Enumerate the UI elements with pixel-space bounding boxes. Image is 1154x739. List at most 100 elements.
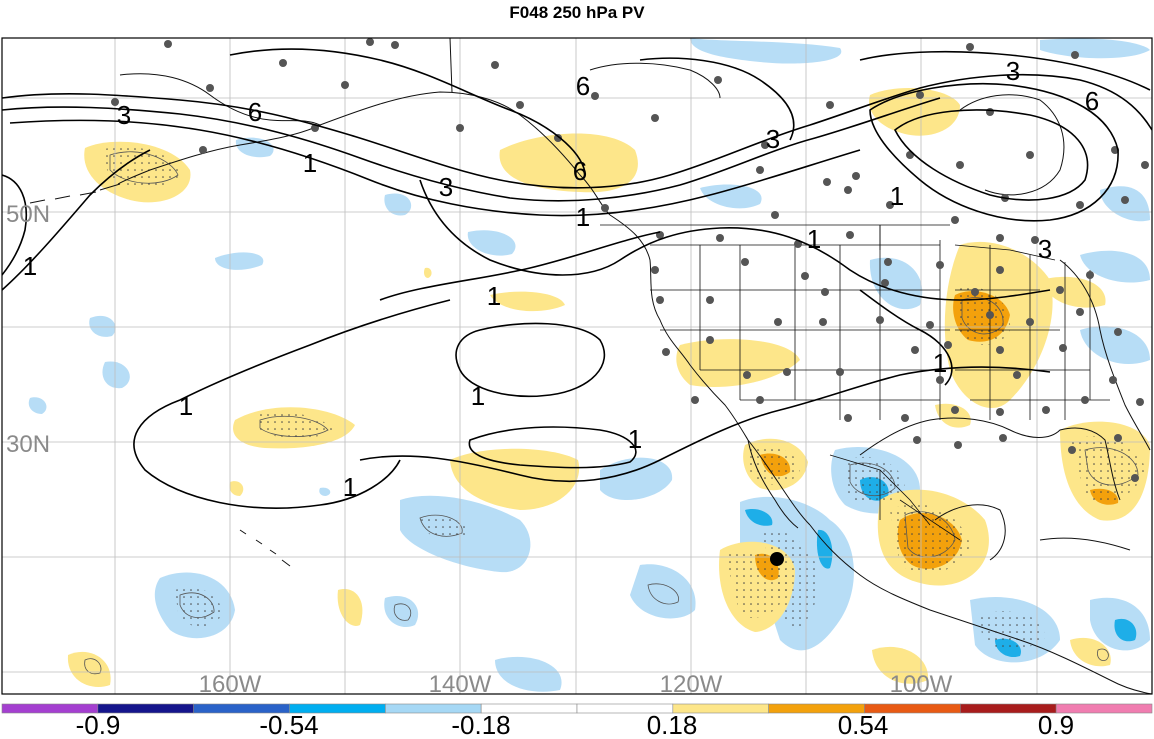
contour-line: [419, 179, 1051, 301]
negative-area: [600, 457, 673, 501]
colorbar-tick-label: -0.9: [76, 710, 121, 739]
lon-label: 120W: [660, 671, 723, 698]
positive-area: [490, 291, 565, 312]
baja-california: [747, 439, 811, 529]
negative-area: [467, 230, 516, 256]
contour-line: [859, 50, 1151, 91]
contour-label: 1: [628, 424, 642, 454]
negative-core: [745, 509, 773, 526]
alaska-coast: [117, 73, 322, 185]
negative-area: [1040, 38, 1150, 59]
contour-label: 3: [766, 124, 780, 154]
contour-line: [9, 119, 861, 217]
map-frame: [1, 37, 1153, 695]
east-coast: [1059, 259, 1151, 451]
state-borders: [600, 224, 1110, 541]
lat-label: 50N: [6, 201, 50, 228]
colorbar-tick-label: 0.9: [1038, 710, 1074, 739]
negative-area: [28, 397, 47, 414]
contour-labels: 3 6 1 3 6 6 3 3 6 1 1 1 1 1 1 1 3 1 1: [23, 56, 1099, 454]
cuba: [1039, 537, 1131, 551]
hawaii: [239, 529, 291, 567]
negative-area: [215, 252, 264, 270]
contour-label: 1: [807, 224, 821, 254]
canada-coast: [449, 38, 721, 99]
negative-area: [89, 315, 116, 337]
lon-label: 160W: [199, 671, 262, 698]
positive-area: [935, 403, 971, 428]
negative-area: [102, 361, 130, 389]
contour-line: [639, 57, 795, 141]
colorbar-segment: [1055, 703, 1153, 714]
contour-line: [379, 231, 661, 301]
negative-area: [319, 487, 331, 496]
contour-label: 1: [487, 281, 501, 311]
contour-label: 1: [576, 202, 590, 232]
positive-area: [1070, 637, 1111, 667]
contour-label: 1: [179, 391, 193, 421]
pv-contours: [2, 48, 1152, 509]
negative-core: [816, 529, 833, 569]
contour-label: 1: [303, 148, 317, 178]
colorbar-tick-label: -0.18: [451, 710, 510, 739]
lon-label: 100W: [890, 671, 953, 698]
positive-area: [872, 646, 929, 684]
axis-labels: 50N 30N 160W 140W 120W 100W: [6, 201, 953, 698]
colorbar-tick-label: 0.54: [838, 710, 889, 739]
contour-label: 3: [1006, 56, 1020, 86]
contour-line: [468, 426, 637, 469]
contour-label: 6: [573, 156, 587, 186]
us-west-coast: [609, 214, 749, 441]
hudson-bay: [959, 94, 1065, 196]
contour-line: [179, 299, 451, 401]
contour-line: [859, 289, 953, 386]
negative-area: [630, 564, 696, 619]
contour-line: [893, 109, 1089, 201]
negative-area: [1080, 326, 1150, 365]
contour-line: [2, 73, 1152, 189]
lon-label: 140W: [429, 671, 492, 698]
colorbar-tick-label: 0.18: [647, 710, 698, 739]
contour-label: 1: [471, 381, 485, 411]
colorbar: [1, 703, 1153, 714]
storm-center-marker: [770, 552, 784, 566]
positive-area: [499, 133, 638, 193]
positive-area: [869, 87, 960, 136]
negative-area: [384, 596, 419, 627]
chart-title: F048 250 hPa PV: [509, 3, 645, 22]
contour-line: [133, 399, 401, 509]
contour-line: [229, 48, 586, 173]
negative-area: [495, 656, 562, 692]
contour-label: 3: [1038, 234, 1052, 264]
colorbar-tick-label: -0.54: [259, 710, 318, 739]
positive-area: [450, 448, 580, 510]
contour-label: 6: [1085, 86, 1099, 116]
contour-line: [359, 366, 1051, 483]
contour-line: [869, 82, 1119, 222]
gulf-of-mexico-coast: [859, 417, 1121, 501]
negative-area: [1080, 250, 1150, 283]
negative-area: [700, 184, 762, 209]
mexico-pacific-coast: [809, 524, 1152, 694]
positive-area: [676, 339, 800, 388]
contour-label: 3: [117, 100, 131, 130]
positive-area: [337, 589, 363, 626]
contour-label: 3: [439, 172, 453, 202]
positive-area: [67, 651, 111, 687]
negative-area: [690, 38, 842, 64]
positive-area: [1040, 276, 1106, 308]
positive-area: [229, 481, 244, 496]
negative-area: [235, 137, 274, 158]
negative-area: [384, 193, 412, 216]
contour-line: [455, 322, 606, 398]
negative-area: [869, 257, 923, 310]
colorbar-labels: -0.9 -0.54 -0.18 0.18 0.54 0.9: [76, 710, 1074, 739]
contour-label: 1: [23, 251, 37, 281]
negative-core: [1114, 618, 1137, 642]
contour-label: 6: [248, 97, 262, 127]
positive-area: [424, 267, 432, 278]
contour-line: [2, 97, 941, 202]
contour-label: 1: [933, 348, 947, 378]
lat-label: 30N: [6, 431, 50, 458]
